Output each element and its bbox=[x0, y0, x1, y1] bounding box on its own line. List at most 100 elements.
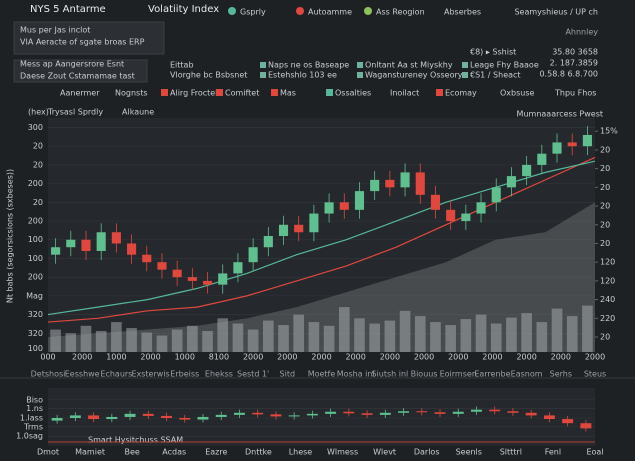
quote-value: 2. 187.3859 bbox=[550, 59, 598, 68]
info-text: VIA Aeracte of sgate broas ERP bbox=[20, 38, 145, 47]
y-tick-label: 100 bbox=[28, 344, 43, 353]
candle-body bbox=[157, 262, 167, 270]
info-swatch bbox=[260, 72, 266, 78]
candle-body bbox=[452, 411, 464, 414]
x-sublabel: Mosha inl bbox=[337, 370, 375, 379]
x-sublabel: Echaurs bbox=[100, 370, 132, 379]
candle-body bbox=[252, 412, 264, 415]
x-sublabel: Biouus bbox=[411, 370, 438, 379]
y-tick-label: 1.ns bbox=[26, 404, 43, 413]
app-subtitle: Volatiity Index bbox=[148, 4, 219, 15]
candle-body bbox=[379, 412, 391, 415]
x-tick-label: 2000 bbox=[414, 353, 434, 362]
volume-bar bbox=[308, 322, 320, 352]
x-tick-label: Seenls bbox=[456, 448, 482, 457]
candle-body bbox=[288, 415, 300, 417]
x-tick-label: Bee bbox=[124, 448, 139, 457]
candle-body bbox=[339, 202, 349, 210]
main-panel bbox=[48, 118, 595, 352]
candle-body bbox=[233, 262, 243, 274]
y-tick-label: 100 bbox=[28, 235, 43, 244]
y2-tick-label: 240 bbox=[600, 295, 615, 304]
header-right: Seamyshieus / UP ch bbox=[514, 8, 598, 17]
info-text: Mus per Jas inclot bbox=[20, 26, 90, 35]
candle-body bbox=[325, 411, 337, 414]
indicator-swatch bbox=[271, 89, 278, 96]
volume-bar bbox=[126, 328, 137, 352]
candle-body bbox=[66, 239, 76, 248]
candle-body bbox=[309, 213, 319, 233]
y-tick-label: Biso bbox=[26, 395, 43, 404]
volume-bar bbox=[338, 307, 350, 352]
y-tick-label: Trms bbox=[23, 422, 43, 431]
candle-body bbox=[416, 411, 428, 413]
candle-body bbox=[398, 411, 410, 413]
volume-bar bbox=[475, 314, 487, 352]
x-sublabel: Earrenbe bbox=[474, 370, 510, 379]
candle-body bbox=[476, 202, 486, 214]
info-text: Waganstureney Osseory bbox=[365, 71, 463, 80]
y2-tick-label: 20 bbox=[600, 145, 610, 154]
indicator-label: Thpu Fhos bbox=[554, 89, 596, 98]
indicator-swatch bbox=[326, 89, 333, 96]
x-tick-label: Sltttrl bbox=[500, 448, 522, 457]
y-tick-label: 1.lass bbox=[20, 414, 43, 423]
x-tick-label: 2000 bbox=[585, 353, 605, 362]
x-sublabel: Eoirmsen bbox=[440, 370, 477, 379]
candle-body bbox=[343, 411, 355, 414]
indicator-label: Comiftet bbox=[225, 89, 259, 98]
info-text: Daese Zout Cstamamae tast bbox=[20, 72, 135, 81]
info-text: Vlorghe bc Bsbsnet bbox=[170, 71, 247, 80]
y-tick-label: 1.0sag bbox=[16, 432, 43, 441]
candle-body bbox=[187, 277, 197, 281]
x-tick-label: Eoal bbox=[586, 448, 603, 457]
candle-body bbox=[415, 172, 425, 195]
y2-tick-label: 20 bbox=[600, 183, 610, 192]
x-tick-label: 2000 bbox=[277, 353, 297, 362]
candle-body bbox=[278, 224, 289, 236]
candle-body bbox=[537, 153, 547, 165]
info-swatch bbox=[260, 62, 266, 68]
volume-bar bbox=[65, 333, 77, 352]
x-tick-label: 2000 bbox=[482, 353, 502, 362]
volume-bar bbox=[217, 318, 229, 352]
volume-bar bbox=[521, 313, 532, 352]
volume-bar bbox=[582, 305, 593, 352]
candle-body bbox=[218, 273, 228, 285]
candle-body bbox=[172, 269, 182, 278]
area bbox=[48, 202, 595, 352]
candle-body bbox=[580, 423, 592, 429]
y-tick-label: 200 bbox=[28, 179, 43, 188]
x-tick-label: Wlevt bbox=[373, 448, 396, 457]
candle-body bbox=[491, 187, 501, 203]
candle-body bbox=[142, 254, 152, 263]
y2-tick-label: 120 bbox=[600, 276, 615, 285]
volume-bar bbox=[566, 316, 578, 352]
candle-body bbox=[507, 411, 519, 413]
x-sublabel: Eesshwe bbox=[65, 370, 100, 379]
x-sublabel: Siutsh inl bbox=[371, 370, 408, 379]
indicator-label: Mas bbox=[280, 89, 296, 98]
panel-title: Smart Hysitchuss SSAM bbox=[88, 436, 183, 445]
info-swatch bbox=[357, 72, 363, 78]
y2-tick-label: 120 bbox=[600, 258, 615, 267]
candle-body bbox=[489, 409, 501, 412]
volume-bar bbox=[187, 325, 198, 352]
legend-dot bbox=[296, 7, 304, 15]
x-tick-label: 000 bbox=[40, 353, 55, 362]
x-tick-label: 2000 bbox=[140, 353, 160, 362]
y2-tick-label: 220 bbox=[600, 314, 615, 323]
x-tick-label: 2000 bbox=[551, 353, 571, 362]
volume-bar bbox=[506, 317, 517, 352]
candle-body bbox=[106, 416, 118, 420]
candle-body bbox=[306, 413, 318, 416]
y-header: (hex) bbox=[28, 108, 49, 117]
indicator-label: Nognsts bbox=[115, 89, 148, 98]
volume-bar bbox=[50, 329, 61, 352]
candle-body bbox=[525, 412, 537, 416]
candle-body bbox=[400, 172, 410, 188]
legend-label: Gsprly bbox=[240, 8, 266, 17]
info-box bbox=[13, 21, 165, 55]
x-tick-label: Dnttke bbox=[245, 448, 272, 457]
